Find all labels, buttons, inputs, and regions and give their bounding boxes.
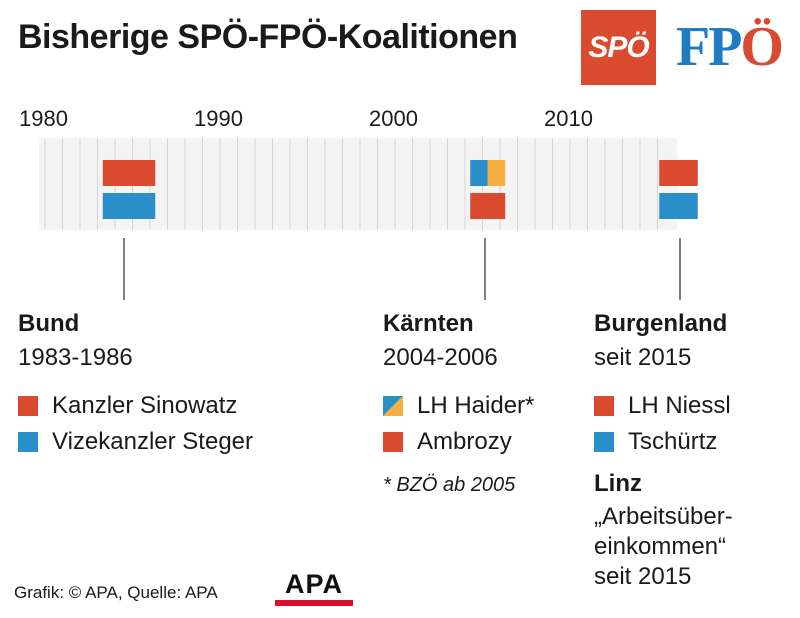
legend-label: LH Niessl bbox=[628, 392, 731, 419]
timeline-tick-labels: 1980 1990 2000 2010 bbox=[19, 106, 593, 131]
legend-label: Vizekanzler Steger bbox=[52, 428, 253, 455]
legend-label: LH Haider* bbox=[417, 392, 535, 419]
legend-item: Kanzler Sinowatz bbox=[18, 388, 253, 424]
coalition-bar-bottom bbox=[102, 193, 156, 219]
coalition-bar-bottom bbox=[659, 193, 698, 219]
fpoe-logo-o: Ö bbox=[740, 16, 784, 78]
coalition-bar-top bbox=[659, 160, 698, 186]
legend-item: LH Haider* bbox=[383, 388, 534, 424]
legend-item: Tschürtz bbox=[594, 424, 733, 460]
coalition-bar-bottom bbox=[470, 193, 506, 219]
coalition-bars bbox=[102, 160, 698, 219]
panel-linz-line: einkommen“ bbox=[594, 533, 727, 560]
panel-kaernten: Kärnten 2004-2006 LH Haider* Ambrozy * B… bbox=[383, 310, 534, 497]
source-credit: Grafik: © APA, Quelle: APA bbox=[14, 583, 218, 602]
fpoe-logo: FPÖ bbox=[676, 14, 784, 80]
tick-label: 2000 bbox=[369, 106, 418, 131]
panel-bund-period: 1983-1986 bbox=[18, 344, 133, 371]
tick-label: 2010 bbox=[544, 106, 593, 131]
coalition-bar-top bbox=[487, 160, 506, 186]
panel-kaernten-title: Kärnten bbox=[383, 310, 474, 337]
panel-linz-line: seit 2015 bbox=[594, 563, 692, 590]
tick-label: 1990 bbox=[194, 106, 243, 131]
blue-swatch bbox=[18, 432, 38, 452]
legend-label: Kanzler Sinowatz bbox=[52, 392, 238, 419]
red-swatch bbox=[18, 396, 38, 416]
panel-burgenland: Burgenland seit 2015 LH Niessl Tschürtz … bbox=[594, 310, 733, 592]
legend-item: LH Niessl bbox=[594, 388, 733, 424]
chart-title: Bisherige SPÖ-FPÖ-Koalitionen bbox=[18, 18, 518, 56]
timeline-chart: 1980 1990 2000 2010 bbox=[19, 106, 698, 300]
apa-logo: APA bbox=[284, 569, 343, 599]
legend-label: Ambrozy bbox=[417, 428, 512, 455]
blue-swatch bbox=[594, 432, 614, 452]
panel-linz-line: „Arbeitsüber- bbox=[594, 503, 733, 530]
timeline-gridlines bbox=[44, 138, 658, 230]
spoe-logo: SPÖ bbox=[581, 10, 656, 85]
apa-logo-bar bbox=[275, 600, 353, 606]
bzoe-footnote: * BZÖ ab 2005 bbox=[383, 474, 516, 496]
legend-label: Tschürtz bbox=[628, 428, 718, 455]
tick-label: 1980 bbox=[19, 106, 68, 131]
fpoe-logo-fp: FP bbox=[676, 16, 742, 78]
legend-item: Vizekanzler Steger bbox=[18, 424, 253, 460]
blue-orange-swatch bbox=[383, 396, 403, 416]
panel-linz: Linz „Arbeitsüber- einkommen“ seit 2015 bbox=[594, 470, 733, 592]
panel-linz-title: Linz bbox=[594, 470, 642, 497]
red-swatch bbox=[383, 432, 403, 452]
panel-bund-title: Bund bbox=[18, 310, 80, 337]
coalition-bar-top bbox=[102, 160, 156, 186]
legend-item: Ambrozy bbox=[383, 424, 534, 460]
coalition-connectors bbox=[123, 238, 681, 300]
coalition-bar-top bbox=[470, 160, 488, 186]
panel-kaernten-period: 2004-2006 bbox=[383, 344, 498, 371]
panel-burgenland-period: seit 2015 bbox=[594, 344, 692, 371]
panel-burgenland-title: Burgenland bbox=[594, 310, 728, 337]
red-swatch bbox=[594, 396, 614, 416]
panel-bund: Bund 1983-1986 Kanzler Sinowatz Vizekanz… bbox=[18, 310, 253, 460]
